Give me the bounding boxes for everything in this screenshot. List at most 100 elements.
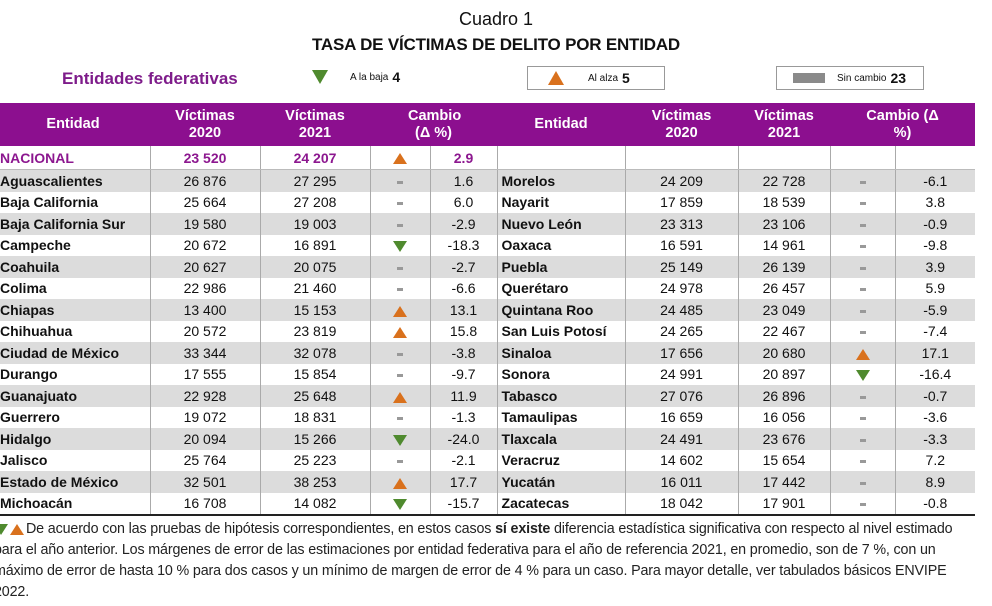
entity-name: Tamaulipas [496,406,626,428]
change-percent: -15.7 [429,492,498,515]
no-change-icon [397,352,403,356]
no-change-icon [859,331,866,335]
table-row: Ciudad de México 33 344 32 078 -3.8 Sinal… [0,342,976,364]
no-change-icon [859,417,866,421]
col-entidad-2: Entidad [497,103,626,146]
change-percent: -0.7 [894,385,976,407]
table-number: Cuadro 1 [458,9,534,29]
significance [369,320,430,342]
table-row: Chiapas 13 400 15 153 13.1 Quintana Roo 2… [0,299,976,321]
victims-2020: 24 491 [624,428,739,450]
victims-2021: 22 467 [737,320,831,342]
triangle-down-icon [393,434,407,446]
legend-same-label: Sin cambio [837,72,887,84]
triangle-down-icon [393,241,407,253]
legend-label: Entidades federativas [62,69,238,88]
entity-name: Durango [0,366,58,383]
change-percent: -2.9 [429,213,498,235]
table-row: Colima 22 986 21 460 -6.6 Querétaro 24 97… [0,277,976,299]
entity-name: Oaxaca [496,234,626,256]
entity-name: Sinaloa [496,342,626,364]
victims-2021: 23 676 [737,428,831,450]
change-percent: -16.4 [894,363,976,385]
change-percent: -3.6 [894,406,976,428]
table-row: Michoacán 16 708 14 082 -15.7 Zacatecas 1… [0,492,976,515]
victims-2021: 19 003 [259,213,370,235]
no-change-icon [859,288,866,292]
no-change-icon [859,460,866,464]
victims-2020: 16 591 [624,234,739,256]
triangle-down-icon [855,370,870,382]
legend-down-count: 4 [392,69,401,85]
header-row: Entidad Víctimas 2020 Víctimas 2021 Camb… [0,103,976,146]
victims-2021: 15 854 [259,363,370,385]
victims-2021: 17 442 [737,471,831,493]
change-percent: 3.9 [894,256,976,278]
entity-name: Baja California Sur [0,213,150,235]
no-change-icon [859,309,866,313]
entity-name: Tlaxcala [496,428,626,450]
table-row: Guerrero 19 072 18 831 -1.3 Tamaulipas 16… [0,406,976,428]
significance [829,277,896,299]
significance [829,492,896,515]
entity-name: Zacatecas [496,492,626,515]
no-change-icon [859,395,866,399]
entity-name: Campeche [0,237,71,254]
victims-2020: 20 672 [149,234,260,256]
footnote-text: De acuerdo con las pruebas de hipótesis … [26,521,496,537]
victims-2020: 20 094 [149,428,260,450]
significance [829,363,896,385]
entity-name: NACIONAL [0,146,150,170]
significance [829,169,896,192]
victims-2020: 24 209 [624,169,739,192]
victims-2020: 33 344 [149,342,260,364]
significance [829,385,896,407]
victims-2021: 15 266 [259,428,370,450]
victims-2020: 18 042 [624,492,739,515]
victims-2020: 27 076 [624,385,739,407]
entity-name: Baja California [0,194,99,211]
entity-name: Veracruz [496,449,626,471]
victims-2021: 18 539 [737,191,831,213]
entity-name: Guerrero [0,409,60,426]
entity-name: San Luis Potosí [496,320,626,342]
significance [369,385,430,407]
victims-2021: 26 896 [737,385,831,407]
no-change-icon [859,245,866,249]
significance [369,342,430,364]
victims-2021: 26 457 [737,277,831,299]
change-percent: 2.9 [429,146,498,170]
victims-2021: 15 654 [737,449,831,471]
no-change-icon [859,266,866,270]
legend-up-count: 5 [622,70,630,86]
victims-2020: 24 265 [624,320,739,342]
change-percent: -6.6 [429,277,498,299]
victims-2021: 16 891 [259,234,370,256]
change-percent: 15.8 [429,320,498,342]
no-change-icon [397,288,403,292]
victims-2021: 24 207 [259,146,370,170]
significance [369,299,430,321]
victims-2020: 19 072 [149,406,260,428]
table-row: Campeche 20 672 16 891 -18.3 Oaxaca 16 59… [0,234,976,256]
significance [829,320,896,342]
change-percent: 6.0 [429,191,498,213]
entity-name: Colima [0,280,47,297]
victims-2021: 25 223 [259,449,370,471]
entity-name: Nayarit [496,191,626,213]
victims-2020: 22 928 [149,385,260,407]
footnote-bold: sí existe [495,521,551,537]
table-row: Guanajuato 22 928 25 648 11.9 Tabasco 27 … [0,385,976,407]
entity-name: Hidalgo [0,428,150,450]
entity-name: Chihuahua [0,323,73,340]
victims-2020: 23 520 [149,146,260,170]
change-percent: -9.7 [429,363,498,385]
table-row: Chihuahua 20 572 23 819 15.8 San Luis Pot… [0,320,976,342]
victims-2020: 19 580 [149,213,260,235]
victims-2020: 20 627 [149,256,260,278]
significance [369,277,430,299]
victims-2021: 25 648 [259,385,370,407]
entity-name: Tabasco [496,385,626,407]
change-percent: -2.7 [429,256,498,278]
change-percent: -3.3 [894,428,976,450]
